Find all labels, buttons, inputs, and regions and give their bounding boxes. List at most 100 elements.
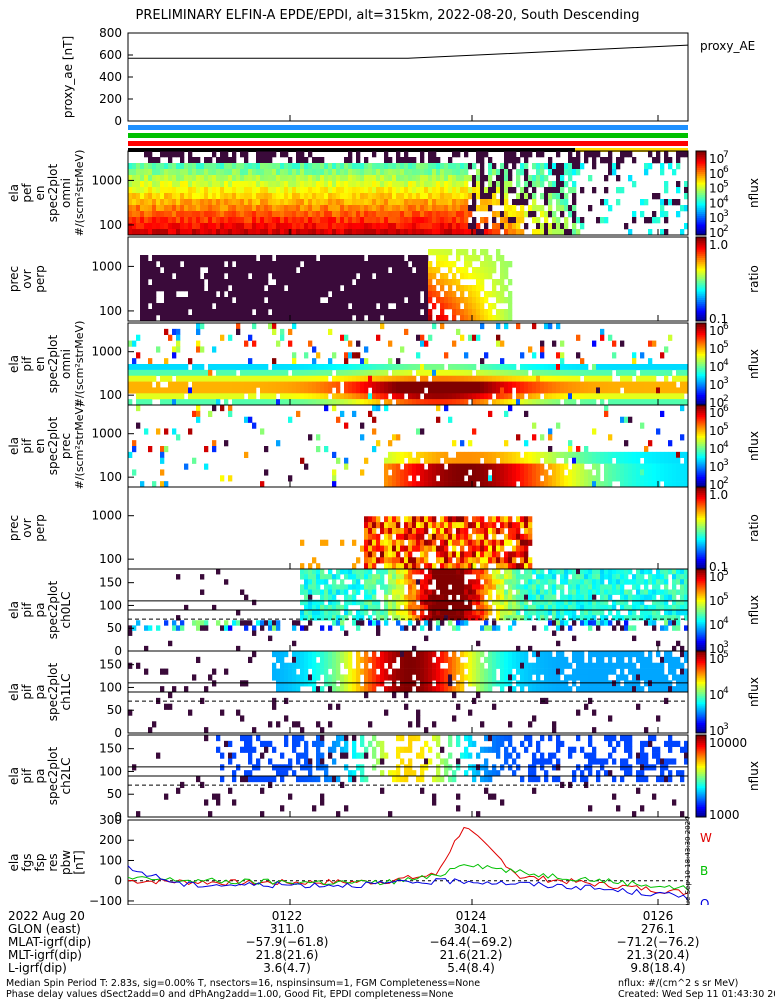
heatmap-cell xyxy=(440,229,445,236)
heatmap-cell xyxy=(340,169,345,176)
heatmap-cell xyxy=(520,187,525,194)
heatmap-cell xyxy=(672,364,677,371)
heatmap-cell xyxy=(144,175,149,182)
heatmap-cell xyxy=(420,522,425,529)
colorbar-cell xyxy=(696,493,706,496)
heatmap-cell xyxy=(428,604,433,611)
heatmap-cell xyxy=(460,193,465,200)
heatmap-cell xyxy=(388,463,393,470)
heatmap-cell xyxy=(600,399,605,406)
heatmap-cell xyxy=(168,211,173,218)
heatmap-cell xyxy=(480,481,485,488)
heatmap-cell xyxy=(588,175,593,182)
heatmap-cell xyxy=(388,522,393,529)
heatmap-cell xyxy=(632,157,637,164)
heatmap-cell xyxy=(240,399,245,406)
heatmap-cell xyxy=(488,393,493,400)
heatmap-cell xyxy=(668,369,673,377)
colorbar-cell xyxy=(696,487,706,490)
heatmap-cell xyxy=(516,399,521,406)
heatmap-cell xyxy=(228,475,233,482)
heatmap-cell xyxy=(644,381,649,388)
heatmap-cell xyxy=(332,405,337,412)
heatmap-cell xyxy=(596,463,601,470)
heatmap-cell xyxy=(664,151,669,158)
heatmap-cell xyxy=(360,163,365,170)
heatmap-cell xyxy=(608,393,613,400)
heatmap-cell xyxy=(352,309,357,316)
heatmap-cell xyxy=(276,620,281,626)
heatmap-cell xyxy=(208,291,213,298)
heatmap-cell xyxy=(508,315,513,322)
heatmap-cell xyxy=(464,181,469,188)
heatmap-cell xyxy=(228,217,233,224)
heatmap-cell xyxy=(556,151,561,158)
heatmap-cell xyxy=(536,381,541,388)
heatmap-cell xyxy=(228,297,233,304)
heatmap-cell xyxy=(404,157,409,164)
heatmap-cell xyxy=(360,381,365,388)
heatmap-cell xyxy=(244,163,249,170)
heatmap-cell xyxy=(200,199,205,206)
heatmap-cell xyxy=(572,451,577,459)
heatmap-cell xyxy=(260,393,265,400)
heatmap-cell xyxy=(412,393,417,400)
heatmap-cell xyxy=(280,303,285,310)
heatmap-cell xyxy=(136,620,141,626)
heatmap-cell xyxy=(276,315,281,322)
heatmap-cell xyxy=(492,551,497,558)
y-axis-units: #/(scm²strMeV) xyxy=(73,403,86,490)
heatmap-cell xyxy=(524,399,529,406)
colorbar-cell xyxy=(696,304,706,307)
heatmap-cell xyxy=(396,279,401,286)
heatmap-cell xyxy=(492,375,497,382)
heatmap-cell xyxy=(240,163,245,170)
heatmap-cell xyxy=(304,579,309,585)
colorbar-cell xyxy=(696,176,706,179)
heatmap-cell xyxy=(348,229,353,236)
heatmap-cell xyxy=(384,463,389,470)
heatmap-cell xyxy=(284,205,289,212)
heatmap-cell xyxy=(216,309,221,316)
colorbar-tick-label: 10 xyxy=(709,424,724,438)
heatmap-cell xyxy=(140,267,145,274)
heatmap-cell xyxy=(500,315,505,322)
heatmap-cell xyxy=(384,381,389,388)
heatmap-cell xyxy=(624,463,629,470)
colorbar-cell xyxy=(696,415,706,418)
heatmap-cell xyxy=(620,451,625,459)
heatmap-cell xyxy=(424,169,429,176)
heatmap-cell xyxy=(560,163,565,170)
heatmap-cell xyxy=(284,181,289,188)
heatmap-cell xyxy=(208,387,213,394)
heatmap-cell xyxy=(168,175,173,182)
heatmap-cell xyxy=(544,187,549,194)
heatmap-cell xyxy=(520,381,525,388)
heatmap-cell xyxy=(452,175,457,182)
heatmap-cell xyxy=(308,175,313,182)
heatmap-cell xyxy=(520,199,525,206)
heatmap-cell xyxy=(552,469,557,476)
heatmap-cell xyxy=(320,569,325,575)
heatmap-cell xyxy=(200,163,205,170)
heatmap-cell xyxy=(580,369,585,377)
heatmap-cell xyxy=(488,539,493,546)
heatmap-cell xyxy=(332,163,337,170)
heatmap-cell xyxy=(332,481,337,488)
heatmap-cell xyxy=(208,315,213,322)
heatmap-cell xyxy=(252,217,257,224)
heatmap-cell xyxy=(348,569,353,575)
heatmap-cell xyxy=(536,163,541,170)
colorbar-cell xyxy=(696,382,706,385)
heatmap-cell xyxy=(456,551,461,558)
heatmap-cell xyxy=(356,175,361,182)
heatmap-cell xyxy=(304,315,309,322)
heatmap-cell xyxy=(436,223,441,230)
heatmap-cell xyxy=(668,157,673,164)
heatmap-cell xyxy=(588,393,593,400)
heatmap-cell xyxy=(532,364,537,371)
heatmap-cell xyxy=(628,151,633,158)
heatmap-cell xyxy=(292,285,297,292)
status-strip xyxy=(575,148,688,152)
heatmap-cell xyxy=(544,175,549,182)
